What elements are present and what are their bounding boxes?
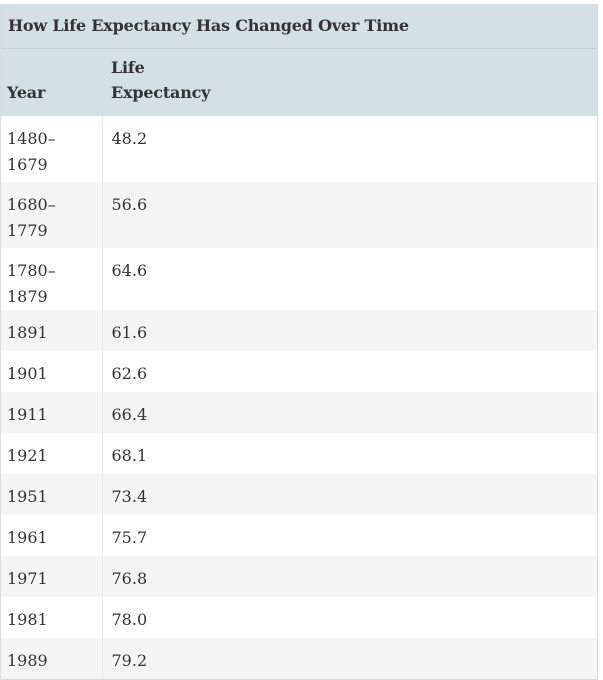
year-text-continued: 1679 xyxy=(7,155,48,174)
life-expectancy-cell: 78.0 xyxy=(102,597,597,638)
table-caption: How Life Expectancy Has Changed Over Tim… xyxy=(1,4,597,49)
life-expectancy-header-line1: Life xyxy=(111,58,145,77)
year-text: 1961 xyxy=(7,528,48,547)
life-expectancy-cell: 56.6 xyxy=(102,182,597,248)
life-expectancy-table: How Life Expectancy Has Changed Over Tim… xyxy=(0,4,598,680)
life-expectancy-column-header: Life Expectancy xyxy=(102,49,597,116)
life-expectancy-cell: 61.6 xyxy=(102,310,597,351)
year-text: 1680– xyxy=(7,195,56,214)
life-expectancy-cell: 75.7 xyxy=(102,515,597,556)
year-text: 1951 xyxy=(7,487,48,506)
year-cell: 1901 xyxy=(1,351,103,392)
year-text-continued: 1779 xyxy=(7,221,48,240)
table-row: 1981 78.0 xyxy=(1,597,597,638)
year-text: 1971 xyxy=(7,569,48,588)
life-expectancy-cell: 73.4 xyxy=(102,474,597,515)
year-cell: 1780–1879 xyxy=(1,248,103,310)
year-cell: 1981 xyxy=(1,597,103,638)
life-expectancy-cell: 48.2 xyxy=(102,116,597,182)
year-text: 1921 xyxy=(7,446,48,465)
data-table: Year Life Expectancy 1480– 1679 48.2 1680– 1… xyxy=(1,49,597,679)
table-row: 1680– 1779 56.6 xyxy=(1,182,597,248)
table-row: 1901 62.6 xyxy=(1,351,597,392)
life-expectancy-header-line2: Expectancy xyxy=(111,83,211,102)
life-expectancy-cell: 68.1 xyxy=(102,433,597,474)
year-text: 1780–1879 xyxy=(7,261,56,306)
year-cell: 1480– 1679 xyxy=(1,116,103,182)
table-row: 1951 73.4 xyxy=(1,474,597,515)
year-cell: 1911 xyxy=(1,392,103,433)
life-expectancy-cell: 64.6 xyxy=(102,248,597,310)
year-text: 1989 xyxy=(7,651,48,670)
year-text: 1891 xyxy=(7,323,48,342)
table-row: 1780–1879 64.6 xyxy=(1,248,597,310)
header-row: Year Life Expectancy xyxy=(1,49,597,116)
table-row: 1480– 1679 48.2 xyxy=(1,116,597,182)
table-row: 1911 66.4 xyxy=(1,392,597,433)
table-row: 1921 68.1 xyxy=(1,433,597,474)
year-column-header: Year xyxy=(1,49,102,116)
year-cell: 1891 xyxy=(1,310,103,351)
life-expectancy-cell: 76.8 xyxy=(102,556,597,597)
year-header-label: Year xyxy=(7,83,46,102)
life-expectancy-cell: 62.6 xyxy=(102,351,597,392)
year-cell: 1921 xyxy=(1,433,103,474)
year-text: 1901 xyxy=(7,364,48,383)
table-body: 1480– 1679 48.2 1680– 1779 56.6 1780–1879 64.6 1… xyxy=(1,116,597,679)
year-cell: 1961 xyxy=(1,515,103,556)
table-row: 1891 61.6 xyxy=(1,310,597,351)
year-text: 1480– xyxy=(7,129,56,148)
year-text: 1981 xyxy=(7,610,48,629)
year-cell: 1971 xyxy=(1,556,103,597)
year-cell: 1680– 1779 xyxy=(1,182,103,248)
year-cell: 1951 xyxy=(1,474,103,515)
life-expectancy-cell: 66.4 xyxy=(102,392,597,433)
table-row: 1971 76.8 xyxy=(1,556,597,597)
year-text: 1911 xyxy=(7,405,48,424)
table-row: 1961 75.7 xyxy=(1,515,597,556)
